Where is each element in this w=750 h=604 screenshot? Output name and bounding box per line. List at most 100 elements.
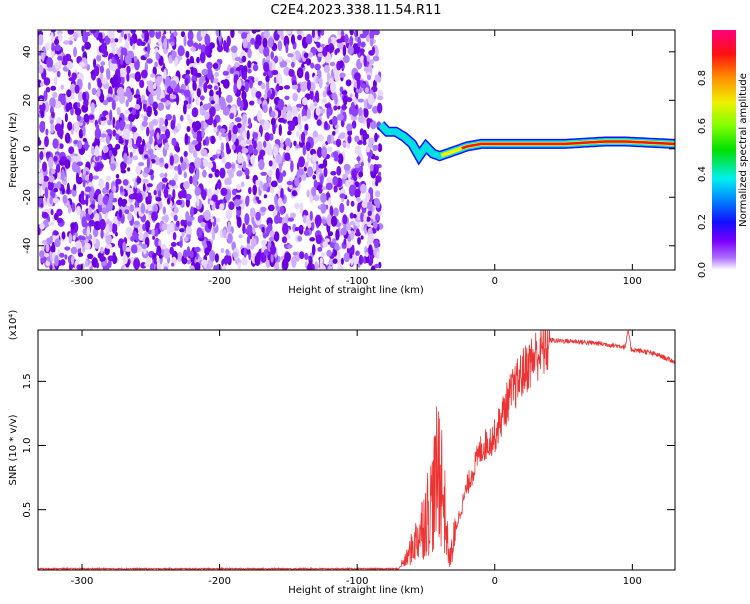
noise-blob xyxy=(242,38,248,49)
noise-blob xyxy=(146,106,152,117)
noise-blob xyxy=(77,140,83,150)
noise-blob xyxy=(172,232,177,241)
noise-blob xyxy=(220,187,228,196)
noise-blob xyxy=(317,69,322,80)
noise-blob xyxy=(313,161,317,172)
noise-blob xyxy=(325,182,333,191)
noise-blob xyxy=(77,91,84,102)
bottom-plot-frame xyxy=(37,329,676,571)
noise-blob xyxy=(249,100,255,106)
noise-blob xyxy=(285,30,292,35)
noise-blob xyxy=(297,235,303,242)
noise-blob xyxy=(184,77,189,86)
noise-blob xyxy=(141,30,148,34)
noise-blob xyxy=(179,240,183,248)
noise-blob xyxy=(229,67,235,74)
noise-blob xyxy=(214,85,218,91)
noise-blob xyxy=(57,127,64,138)
noise-blob xyxy=(299,202,304,214)
noise-blob xyxy=(112,81,120,87)
noise-blob xyxy=(186,126,191,132)
noise-blob xyxy=(177,45,185,57)
noise-blob xyxy=(228,129,232,142)
noise-blob xyxy=(170,41,175,47)
noise-blob xyxy=(214,93,220,106)
noise-blob xyxy=(60,156,67,162)
colorbar-tick-label: 0.6 xyxy=(697,118,708,134)
noise-blob xyxy=(176,251,183,262)
noise-blob xyxy=(215,265,221,270)
noise-blob xyxy=(152,252,157,259)
noise-blob xyxy=(153,190,157,196)
noise-blob xyxy=(67,69,71,78)
noise-blob xyxy=(204,247,210,256)
noise-blob xyxy=(225,94,233,104)
noise-blob xyxy=(56,70,61,78)
noise-blob xyxy=(93,58,97,68)
noise-blob xyxy=(124,109,130,115)
noise-blob xyxy=(209,106,216,117)
noise-blob xyxy=(267,90,272,98)
noise-blob xyxy=(183,89,191,98)
noise-blob xyxy=(342,44,347,57)
noise-blob xyxy=(367,210,372,217)
y-tick-label: 40 xyxy=(22,45,33,58)
noise-blob xyxy=(117,86,124,98)
noise-blob xyxy=(133,94,141,99)
noise-blob xyxy=(99,137,106,143)
noise-blob xyxy=(166,197,171,205)
spectrogram-heatmap xyxy=(38,30,675,270)
noise-blob xyxy=(194,262,201,270)
noise-blob xyxy=(161,243,167,250)
noise-blob xyxy=(55,100,62,109)
noise-blob xyxy=(246,224,253,237)
noise-blob xyxy=(144,262,150,267)
noise-blob xyxy=(346,123,353,132)
noise-blob xyxy=(361,208,367,214)
noise-blob xyxy=(229,112,235,120)
noise-blob xyxy=(158,239,162,248)
noise-blob xyxy=(76,114,81,122)
noise-blob xyxy=(146,126,150,137)
noise-blob xyxy=(285,145,290,152)
noise-blob xyxy=(263,61,270,73)
noise-blob xyxy=(147,148,154,155)
noise-blob xyxy=(368,63,373,75)
noise-blob xyxy=(323,167,328,178)
noise-blob xyxy=(100,229,104,239)
noise-blob xyxy=(164,172,168,178)
noise-blob xyxy=(190,206,194,218)
noise-blob xyxy=(326,249,332,257)
noise-blob xyxy=(84,175,90,181)
noise-blob xyxy=(127,167,131,172)
noise-blob xyxy=(180,114,184,122)
noise-blob xyxy=(122,241,127,253)
noise-blob xyxy=(368,244,373,256)
noise-blob xyxy=(242,160,247,171)
noise-blob xyxy=(306,189,310,198)
noise-blob xyxy=(133,220,140,226)
noise-blob xyxy=(120,30,124,38)
noise-blob xyxy=(284,95,290,101)
noise-blob xyxy=(357,237,361,245)
noise-blob xyxy=(243,70,247,81)
noise-blob xyxy=(227,233,233,244)
noise-blob xyxy=(292,92,298,102)
noise-blob xyxy=(230,30,235,39)
noise-blob xyxy=(317,30,321,37)
noise-blob xyxy=(171,137,177,146)
noise-blob xyxy=(360,212,365,223)
noise-blob xyxy=(320,193,327,203)
noise-blob xyxy=(70,222,77,230)
noise-blob xyxy=(291,256,297,268)
noise-blob xyxy=(130,244,138,254)
noise-blob xyxy=(100,61,106,66)
noise-blob xyxy=(357,36,362,48)
noise-blob xyxy=(44,101,50,113)
noise-blob xyxy=(161,216,168,221)
noise-blob xyxy=(240,196,244,201)
noise-blob xyxy=(303,81,307,88)
noise-blob xyxy=(189,63,197,68)
noise-blob xyxy=(223,40,227,52)
noise-blob xyxy=(85,194,89,207)
